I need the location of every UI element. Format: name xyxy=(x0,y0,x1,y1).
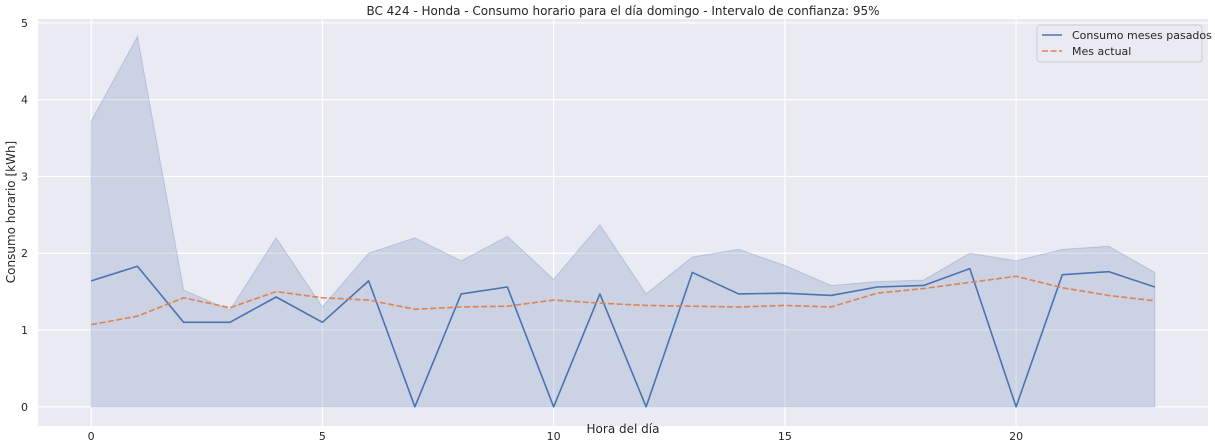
x-ticks: 0 5 10 15 20 xyxy=(88,430,1023,442)
y-tick-label: 4 xyxy=(21,94,28,107)
series-lines xyxy=(90,265,1156,408)
x-tick-label: 0 xyxy=(88,430,95,442)
y-axis-label: Consumo horario [kWh] xyxy=(4,141,18,283)
legend-label-past: Consumo meses pasados xyxy=(1072,29,1212,42)
y-tick-label: 1 xyxy=(21,324,28,337)
grid xyxy=(38,19,1208,426)
y-ticks: 0 1 2 3 4 5 xyxy=(21,17,28,414)
legend-label-current: Mes actual xyxy=(1072,45,1131,58)
y-tick-label: 5 xyxy=(21,17,28,30)
series-line-0 xyxy=(90,265,1156,408)
x-axis-label: Hora del día xyxy=(587,422,660,436)
plot-background xyxy=(38,19,1208,426)
legend: Consumo meses pasados Mes actual xyxy=(1036,24,1212,63)
y-tick-label: 3 xyxy=(21,170,28,183)
legend-box xyxy=(1036,24,1203,63)
x-tick-label: 20 xyxy=(1009,430,1023,442)
chart-title: BC 424 - Honda - Consumo horario para el… xyxy=(366,4,879,18)
x-tick-label: 15 xyxy=(778,430,792,442)
x-tick-label: 5 xyxy=(319,430,326,442)
y-tick-label: 2 xyxy=(21,247,28,260)
y-tick-label: 0 xyxy=(21,401,28,414)
x-tick-label: 10 xyxy=(547,430,561,442)
